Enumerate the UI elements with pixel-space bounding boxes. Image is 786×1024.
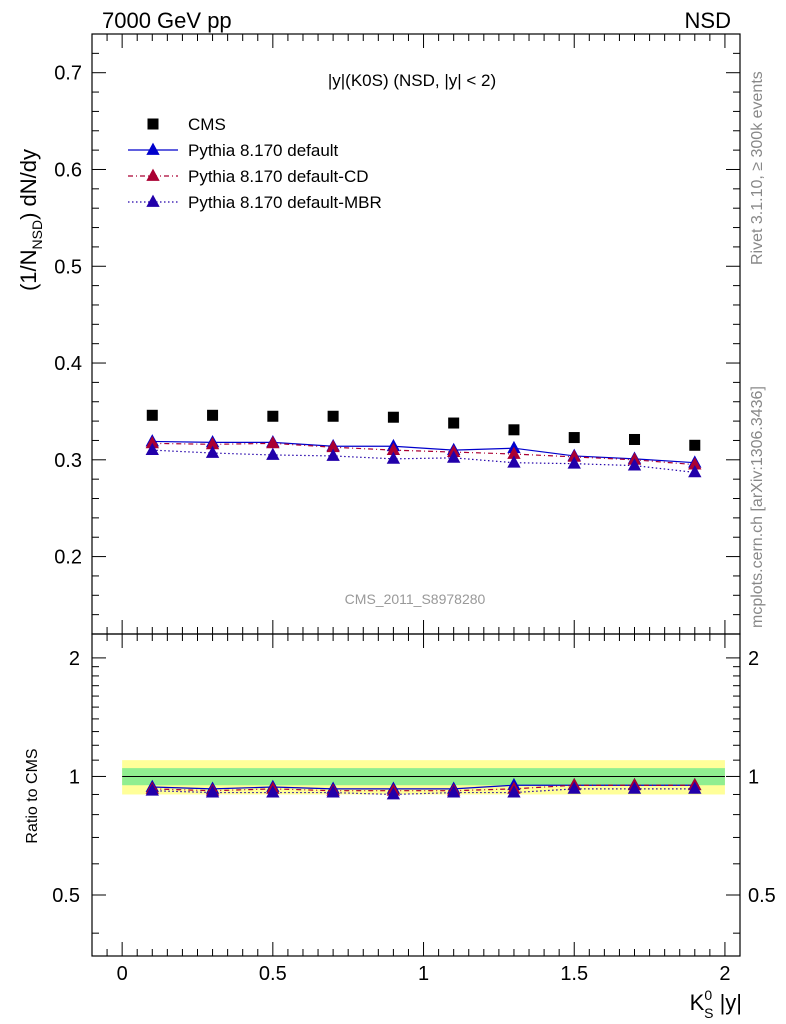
ratio-plot-frame <box>91 633 741 957</box>
cms-data-point <box>387 411 399 423</box>
main-series-marker <box>567 456 581 469</box>
ratio-y-tick-label-right: 2 <box>748 648 759 670</box>
main-series-marker <box>326 448 340 461</box>
cms-data-point <box>146 409 158 421</box>
main-y-tick-label: 0.2 <box>54 547 82 569</box>
x-axis-label-sup: 0 <box>704 987 712 1003</box>
ratio-series-marker <box>688 781 702 794</box>
cms-data-point <box>267 410 279 422</box>
main-series-marker <box>688 465 702 478</box>
ratio-y-tick-label: 0.5 <box>52 885 80 907</box>
ratio-series-marker <box>326 785 340 798</box>
legend-marker <box>146 168 160 181</box>
main-y-tick-label: 0.4 <box>54 353 82 375</box>
main-series-marker <box>447 450 461 463</box>
legend-marker <box>146 194 160 207</box>
cms-data-point <box>448 417 460 429</box>
ratio-series-line <box>152 784 695 792</box>
cms-data-point <box>568 432 580 444</box>
cms-data-point <box>207 409 219 421</box>
x-tick-label: 1.5 <box>560 963 588 985</box>
ratio-series-marker <box>447 785 461 798</box>
rivet-label: Rivet 3.1.10, ≥ 300k events <box>749 71 766 265</box>
legend-entry: Pythia 8.170 default-CD <box>128 167 369 186</box>
main-y-tick-label: 0.5 <box>54 256 82 278</box>
ratio-y-axis-label: Ratio to CMS <box>24 748 41 843</box>
header-left-label: 7000 GeV pp <box>102 8 232 33</box>
legend-label: Pythia 8.170 default <box>188 141 339 160</box>
ratio-series-line <box>152 788 695 796</box>
header-right-label: NSD <box>685 8 731 33</box>
legend: CMS Pythia 8.170 default Pythia 8.170 defa… <box>128 115 382 212</box>
main-panel: |y|(K0S) (NSD, |y| < 2) CMS_2011_S897828… <box>16 33 741 635</box>
main-y-tick-label: 0.6 <box>54 159 82 181</box>
ratio-y-tick-label-right: 1 <box>748 766 759 788</box>
legend-label: Pythia 8.170 default-MBR <box>188 193 382 212</box>
ratio-panel: Ratio to CMS K0 S |y| 0 0.5 1 1.5 20.5 0.51 12 2 <box>24 633 776 1021</box>
ratio-series-marker <box>386 787 401 800</box>
main-series-marker <box>507 455 521 468</box>
main-series-marker <box>266 447 280 460</box>
main-series-line <box>152 449 695 473</box>
main-series <box>145 409 702 478</box>
main-series-marker <box>205 445 220 458</box>
legend-entry: Pythia 8.170 default <box>128 141 339 160</box>
legend-entry: Pythia 8.170 default-MBR <box>128 193 382 212</box>
x-tick-label: 0 <box>117 963 128 985</box>
ratio-series <box>145 777 702 800</box>
cms-data-point <box>508 424 520 436</box>
cms-data-point <box>629 433 641 445</box>
ratio-series-marker <box>627 781 642 794</box>
main-series-line <box>152 440 695 464</box>
main-y-axis-label-sub: NSD <box>29 220 45 250</box>
main-y-tick-label: 0.3 <box>54 450 82 472</box>
main-y-axis-label-tail: ) dN/dy <box>16 149 41 220</box>
x-tick-label: 2 <box>719 963 730 985</box>
main-y-tick-label: 0.7 <box>54 63 82 85</box>
cms-data-point <box>327 410 339 422</box>
cms-data-point <box>689 439 701 451</box>
main-series-line <box>152 442 695 466</box>
ratio-series-marker <box>266 785 280 798</box>
main-y-axis-label: (1/NNSD) dN/dy <box>16 149 45 291</box>
x-tick-label: 1 <box>418 963 429 985</box>
ratio-series-marker <box>507 785 521 798</box>
legend-cms-marker <box>147 118 159 130</box>
ratio-ticks: 0 0.5 1 1.5 2 0.5 0.5 1 1 2 2 <box>52 634 776 985</box>
ratio-series-marker <box>567 781 581 794</box>
legend-entry: CMS <box>147 115 226 134</box>
main-series-marker <box>386 451 401 464</box>
main-series-marker <box>627 458 642 471</box>
legend-marker <box>146 142 160 155</box>
x-axis-label-sub: S <box>704 1005 713 1021</box>
main-ticks: 0.2 0.3 0.4 0.5 0.6 0.7 <box>54 33 741 635</box>
ratio-series-marker <box>145 783 159 796</box>
x-axis-label-tail: |y| <box>713 990 742 1015</box>
x-tick-label: 0.5 <box>259 963 287 985</box>
ratio-series-marker <box>205 785 220 798</box>
main-y-axis-label-main: (1/N <box>16 249 41 291</box>
x-axis-label: K0 S |y| <box>690 987 742 1021</box>
main-series-marker <box>145 442 159 456</box>
ratio-y-tick-label: 1 <box>69 766 80 788</box>
ratio-y-tick-label: 2 <box>69 648 80 670</box>
source-label: mcplots.cern.ch [arXiv:1306.3436] <box>749 386 766 628</box>
main-plot-title: |y|(K0S) (NSD, |y| < 2) <box>328 71 496 90</box>
legend-label: CMS <box>188 115 226 134</box>
watermark-label: CMS_2011_S8978280 <box>345 591 486 607</box>
x-axis-label-main: K <box>690 990 705 1015</box>
legend-label: Pythia 8.170 default-CD <box>188 167 369 186</box>
ratio-y-tick-label-right: 0.5 <box>748 885 776 907</box>
